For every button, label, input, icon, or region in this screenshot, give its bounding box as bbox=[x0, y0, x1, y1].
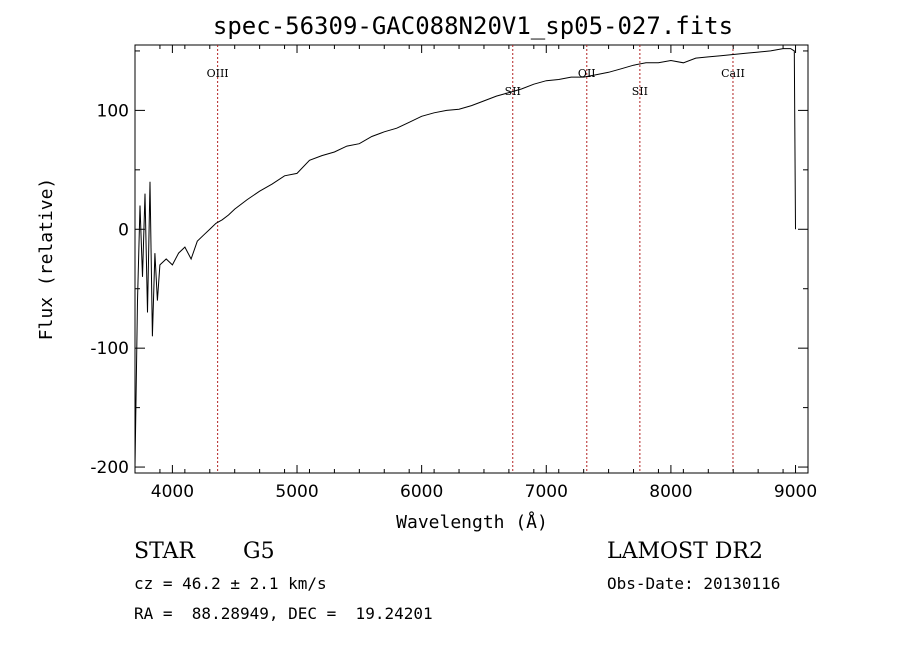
spectrum-series-line bbox=[134, 48, 796, 468]
x-tick-label: 6000 bbox=[400, 482, 443, 502]
x-tick-label: 4000 bbox=[151, 482, 194, 502]
x-tick-label: 9000 bbox=[774, 482, 817, 502]
y-tick-label: 0 bbox=[118, 220, 129, 240]
survey-name: LAMOST DR2 bbox=[607, 539, 763, 564]
x-tick-label: 7000 bbox=[525, 482, 568, 502]
chart-title: spec-56309-GAC088N20V1_sp05-027.fits bbox=[213, 12, 733, 40]
observation-date: Obs-Date: 20130116 bbox=[607, 574, 781, 593]
spectral-line-label: OIII bbox=[207, 67, 229, 80]
redshift-readout: cz = 46.2 ± 2.1 km/s bbox=[134, 574, 327, 593]
x-tick-label: 5000 bbox=[275, 482, 318, 502]
spectral-line-label: SII bbox=[632, 85, 648, 98]
plot-frame bbox=[134, 44, 809, 474]
coordinates-readout: RA = 88.28949, DEC = 19.24201 bbox=[134, 604, 433, 623]
spectral-line-label: OII bbox=[578, 67, 596, 80]
object-subclass: G5 bbox=[243, 539, 275, 564]
y-tick-label: -100 bbox=[90, 339, 129, 359]
spectral-line-label: CaII bbox=[721, 67, 745, 80]
x-axis-label: Wavelength (Å) bbox=[396, 511, 548, 533]
y-tick-label: -200 bbox=[90, 458, 129, 478]
y-axis-label: Flux (relative) bbox=[36, 178, 57, 341]
x-tick-label: 8000 bbox=[649, 482, 692, 502]
axis-ticks: 4000 5000 6000 7000 8000 9000 -200 -100 0 100 bbox=[90, 45, 817, 502]
object-class: STAR bbox=[134, 539, 195, 564]
y-tick-label: 100 bbox=[97, 101, 129, 121]
